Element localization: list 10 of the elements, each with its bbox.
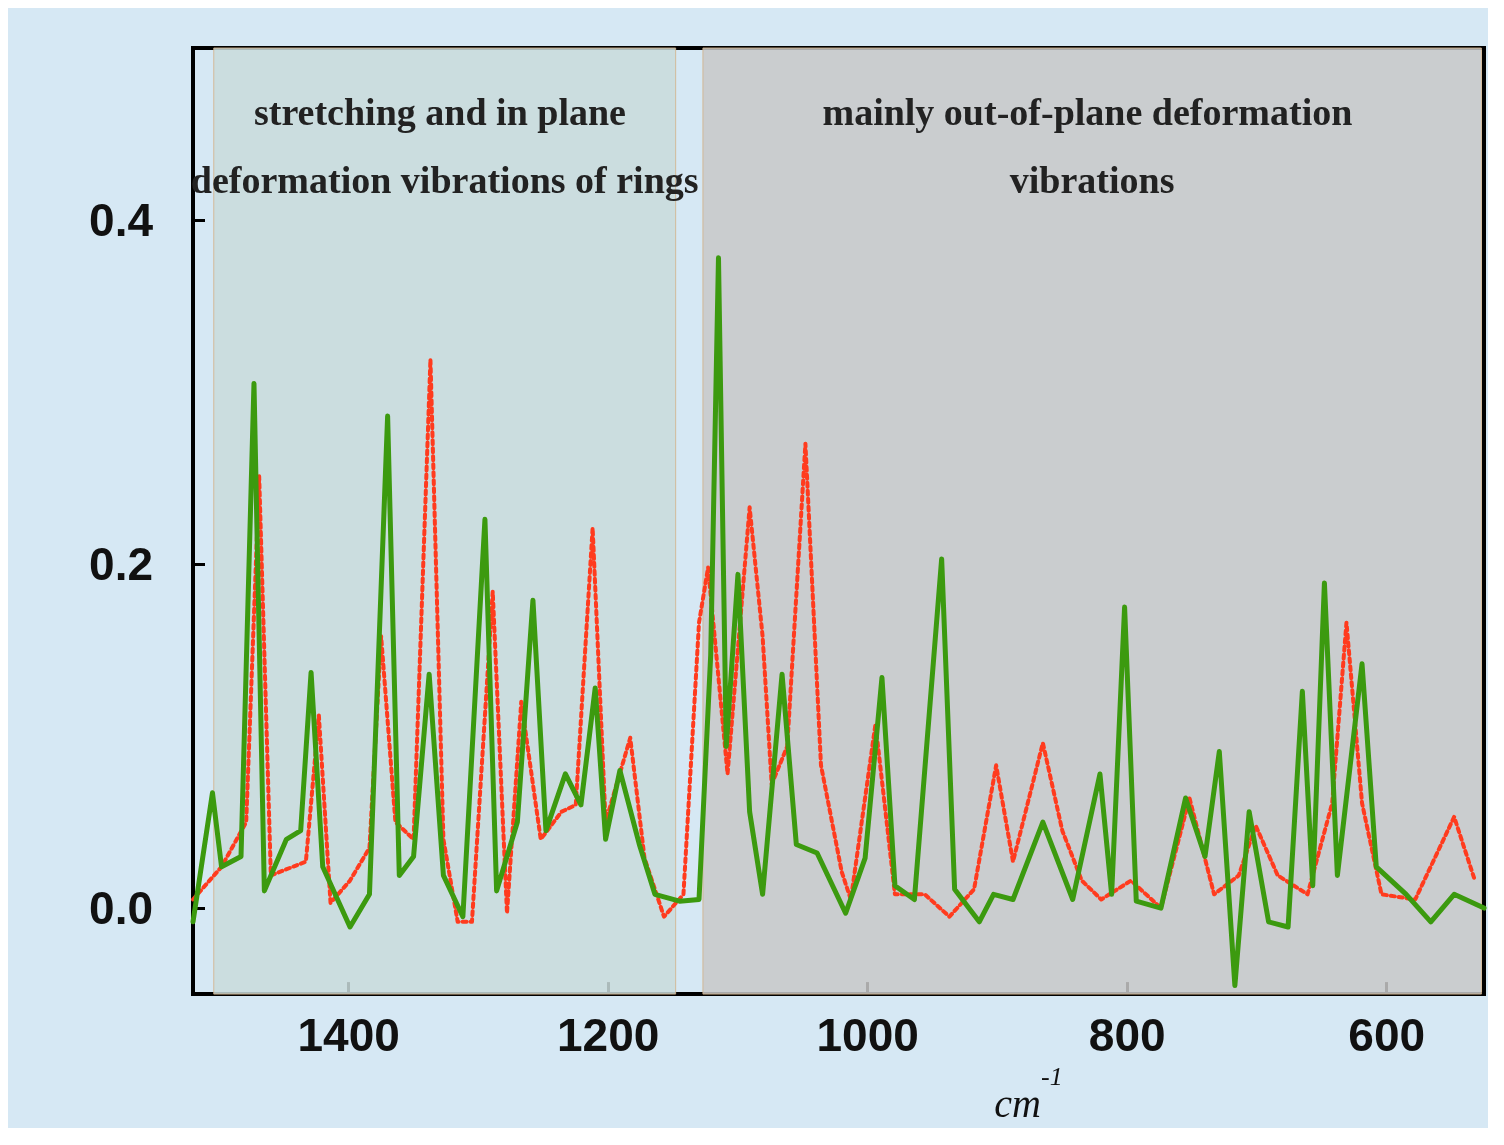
y-tick-label: 0.4	[89, 194, 154, 247]
x-tick-label: 1000	[816, 1009, 919, 1062]
x-tick-label: 1400	[297, 1009, 400, 1062]
x-tick-label: 800	[1088, 1009, 1166, 1062]
y-tick-label: 0.0	[89, 882, 153, 935]
x-tick-label: 1200	[557, 1009, 660, 1062]
line-series	[191, 357, 1477, 924]
x-tick-label: 600	[1348, 1009, 1426, 1062]
band-label: mainly out-of-plane deformation vibrations	[822, 90, 1362, 201]
y-tick-label: 0.2	[89, 538, 153, 591]
